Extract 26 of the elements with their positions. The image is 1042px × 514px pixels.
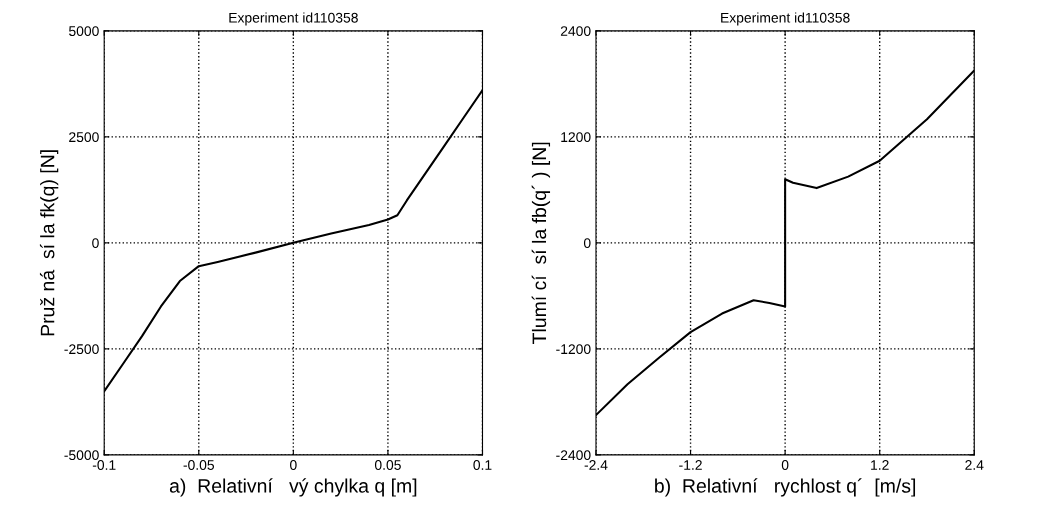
x-tick-label: 1.2: [871, 460, 889, 470]
y-tick-label: -2500: [64, 344, 99, 355]
x-tick-label: -1.2: [679, 460, 702, 470]
y-tick-label: 2400: [560, 26, 591, 37]
x-tick-label: 0.05: [374, 460, 401, 470]
y-tick-label: 0: [583, 238, 591, 249]
x-axis-title: a) Relativní vý chylka q [m]: [169, 478, 417, 497]
x-tick-label: 0: [290, 460, 297, 470]
y-tick-label: -5000: [64, 450, 99, 461]
chart-title: Experiment id110358: [721, 12, 850, 26]
y-tick-label: 2500: [69, 132, 99, 143]
x-axis-title: b) Relativní rychlost q´ [m/s]: [655, 478, 916, 497]
y-tick-label: -2400: [556, 450, 591, 461]
y-tick-label: 1200: [561, 132, 591, 143]
y-tick-label: 5000: [69, 26, 99, 37]
x-tick-label: 0: [781, 460, 789, 470]
y-tick-label: -1200: [556, 344, 591, 355]
y-tick-label: 0: [92, 238, 99, 249]
x-tick-label: -0.05: [183, 460, 215, 470]
x-tick-label: 0.1: [473, 460, 492, 470]
chart-title: Experiment id110358: [229, 12, 358, 26]
x-tick-label: -2.4: [584, 460, 608, 470]
x-tick-label: 2.4: [965, 460, 984, 470]
x-tick-label: -0.1: [92, 460, 116, 470]
y-axis-title: Pruž ná sí la fk(q) [N]: [39, 150, 59, 336]
y-axis-title: Tlumí cí sí la fb(q´ ) [N]: [531, 142, 551, 344]
